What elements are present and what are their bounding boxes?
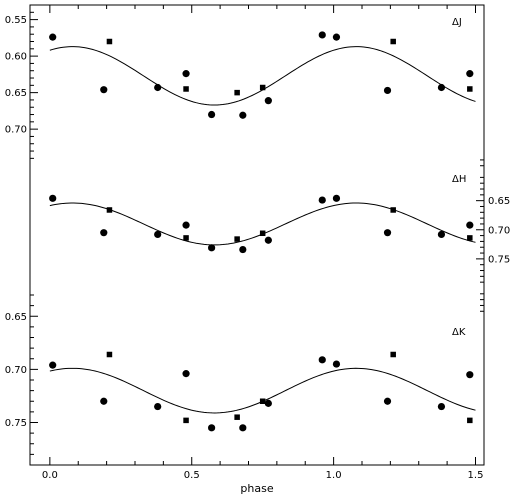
square-point xyxy=(467,417,473,424)
fit-curve xyxy=(49,46,476,106)
y-tick-label: 0.65 xyxy=(5,88,27,99)
square-point xyxy=(234,236,240,242)
circle-point xyxy=(182,221,190,229)
circle-point xyxy=(239,245,247,254)
circle-point xyxy=(437,83,446,92)
circle-point xyxy=(239,111,247,119)
circle-point xyxy=(100,397,108,405)
circle-point xyxy=(466,221,474,229)
x-axis-label: phase xyxy=(240,482,273,495)
square-point xyxy=(390,38,396,45)
circle-point xyxy=(154,402,162,411)
circle-point xyxy=(208,110,216,119)
panel-label: ΔH xyxy=(452,174,466,185)
panel-labels: ΔJ ΔH ΔK xyxy=(452,17,466,338)
y-tick-label: 0.70 xyxy=(5,365,27,376)
axes-ticks: 0.0 0.5 1.0 1.5 0.55 0.60 0.65 0.70 0.65 0.70 0.75… xyxy=(5,4,510,481)
circle-point xyxy=(318,31,326,39)
circle-point xyxy=(100,229,108,237)
square-point xyxy=(183,417,189,424)
square-point xyxy=(234,89,240,96)
fit-curves xyxy=(49,46,476,414)
circle-point xyxy=(49,361,57,369)
y-tick-label: 0.70 xyxy=(488,225,510,236)
circle-point xyxy=(437,230,446,239)
circle-point xyxy=(437,402,446,411)
square-point xyxy=(106,207,113,213)
circle-point xyxy=(239,424,247,432)
square-point xyxy=(183,86,189,92)
panel-label: ΔJ xyxy=(452,17,462,28)
square-point xyxy=(390,351,396,358)
circle-point xyxy=(383,86,392,95)
data-points xyxy=(49,31,474,432)
panel-label: ΔK xyxy=(452,327,466,338)
x-tick-label: 1.5 xyxy=(468,470,484,481)
circle-point xyxy=(318,196,326,204)
circle-point xyxy=(49,194,57,202)
circle-point xyxy=(466,70,474,78)
circle-point xyxy=(49,33,57,41)
square-point xyxy=(467,235,473,241)
square-point xyxy=(234,414,240,420)
square-point xyxy=(467,86,473,92)
circle-point xyxy=(332,360,341,368)
circle-point xyxy=(208,424,216,432)
circle-point xyxy=(466,371,474,379)
y-tick-label: 0.55 xyxy=(5,15,27,26)
circle-point xyxy=(318,356,326,364)
circle-point xyxy=(264,236,272,244)
circle-point xyxy=(208,244,216,252)
square-point xyxy=(106,38,113,45)
x-tick-label: 0.0 xyxy=(42,470,58,481)
square-point xyxy=(259,230,266,237)
y-tick-label: 0.65 xyxy=(488,196,510,207)
square-point xyxy=(183,235,189,241)
y-tick-label: 0.75 xyxy=(5,418,27,429)
circle-point xyxy=(182,370,190,378)
fit-curve xyxy=(49,202,476,246)
y-tick-label: 0.70 xyxy=(5,125,27,136)
circle-point xyxy=(100,86,108,94)
square-point xyxy=(259,84,266,91)
square-point xyxy=(259,398,266,404)
square-point xyxy=(106,351,113,358)
plot-frame xyxy=(29,4,485,466)
x-tick-label: 0.5 xyxy=(184,470,200,481)
circle-point xyxy=(182,70,190,78)
square-point xyxy=(390,207,396,213)
circle-point xyxy=(154,230,162,239)
y-tick-label: 0.75 xyxy=(488,254,510,265)
fit-curve xyxy=(49,367,476,414)
circle-point xyxy=(264,97,272,105)
circle-point xyxy=(154,83,162,92)
circle-point xyxy=(383,397,392,405)
y-tick-label: 0.60 xyxy=(5,52,27,63)
circle-point xyxy=(332,33,341,41)
circle-point xyxy=(332,194,341,202)
y-tick-label: 0.65 xyxy=(5,312,27,323)
x-tick-label: 1.0 xyxy=(326,470,342,481)
circle-point xyxy=(383,229,392,237)
circle-point xyxy=(264,399,272,407)
